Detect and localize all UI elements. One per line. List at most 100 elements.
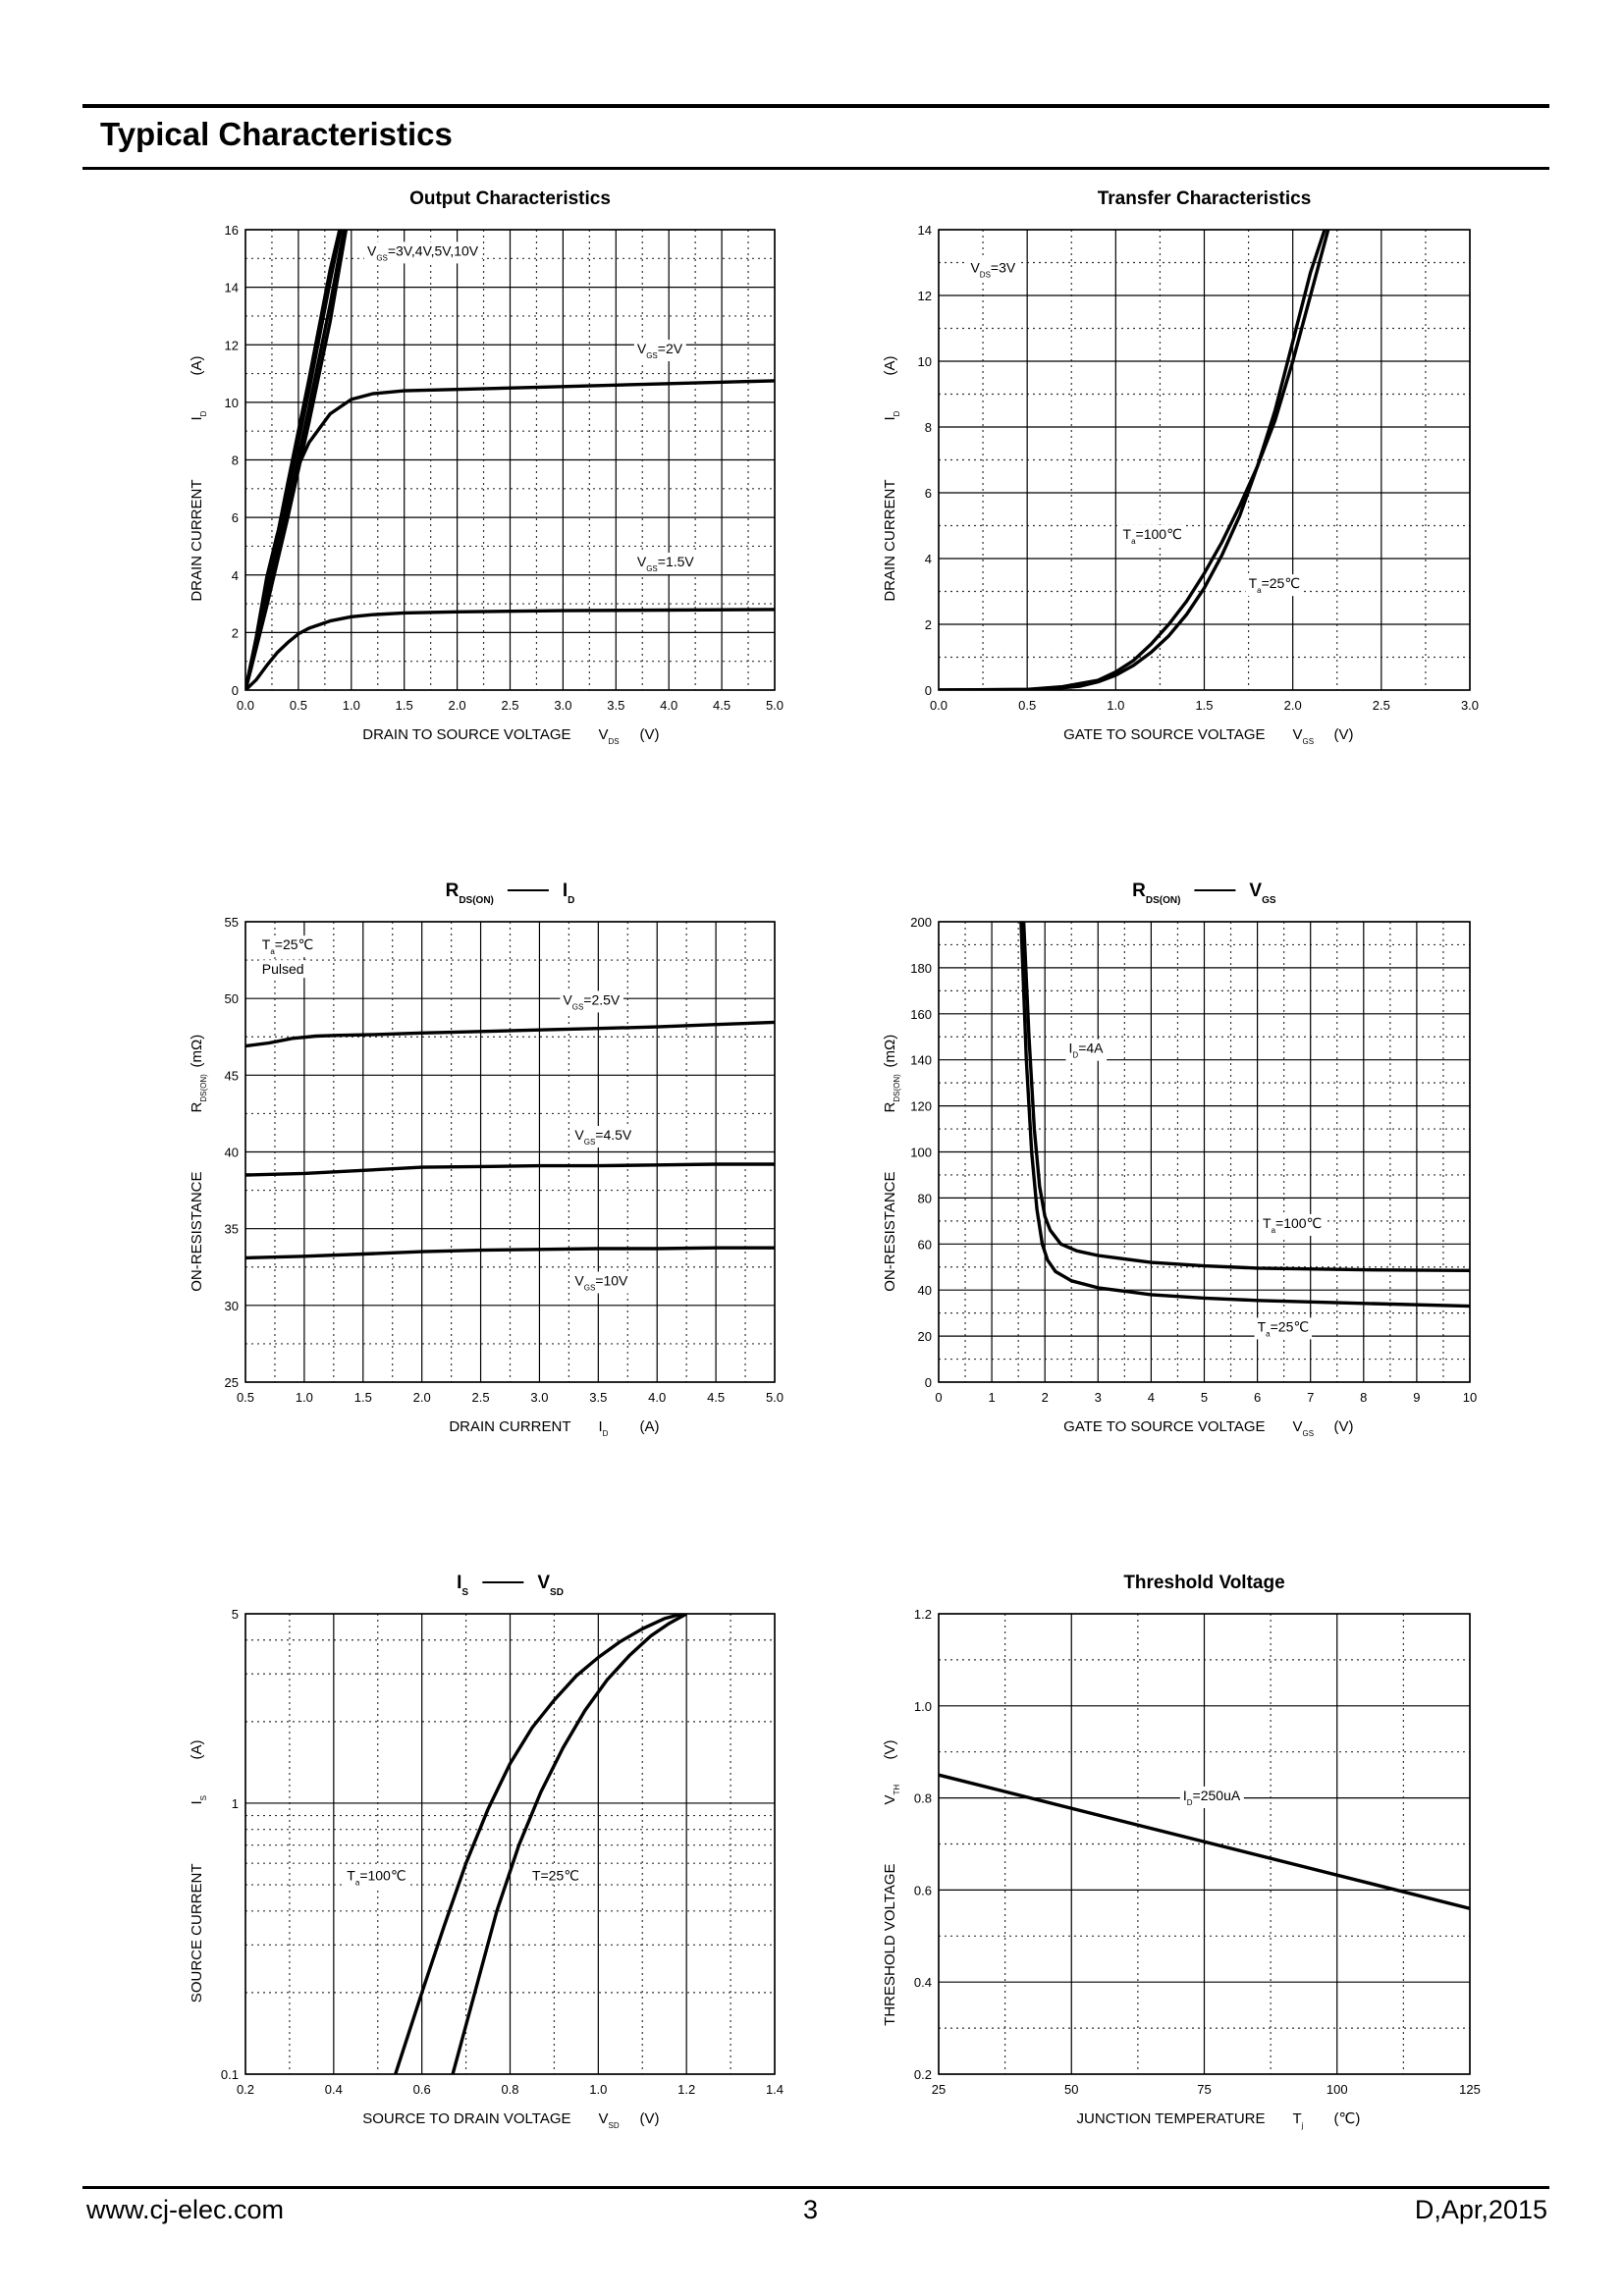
y-axis-title: THRESHOLD VOLTAGE xyxy=(882,1864,898,2026)
x-tick-label: 8 xyxy=(1360,1390,1367,1405)
x-tick-label: 4.5 xyxy=(713,698,731,713)
x-axis-title: GATE TO SOURCE VOLTAGE xyxy=(1063,1418,1265,1435)
y-tick-label: 40 xyxy=(918,1283,932,1298)
label-backdrop xyxy=(1260,1213,1326,1236)
y-axis-symbol: ID xyxy=(189,410,208,420)
chart-title: Transfer Characteristics xyxy=(1098,188,1312,209)
x-tick-label: 0.5 xyxy=(237,1390,254,1405)
curve-label-4: VGS=10V xyxy=(574,1273,628,1293)
x-tick-label: 75 xyxy=(1197,2082,1211,2097)
header-top-rule xyxy=(82,104,1549,108)
series-line-1 xyxy=(939,230,1326,690)
label-backdrop xyxy=(1119,524,1185,547)
x-tick-label: 3.5 xyxy=(607,698,624,713)
y-tick-label: 180 xyxy=(910,961,932,976)
y-tick-label: 12 xyxy=(918,289,932,303)
series-line-2 xyxy=(245,1246,775,1260)
y-tick-label: 80 xyxy=(918,1191,932,1205)
y-tick-label: 4 xyxy=(232,568,239,583)
x-tick-label: 1.0 xyxy=(589,2082,607,2097)
x-tick-label: 1.5 xyxy=(396,698,413,713)
x-axis-symbol: ID xyxy=(599,1418,609,1438)
x-tick-label: 7 xyxy=(1307,1390,1314,1405)
x-tick-label: 1.0 xyxy=(1107,698,1124,713)
x-tick-label: 1.0 xyxy=(343,698,360,713)
x-axis-unit: (V) xyxy=(640,726,660,743)
x-tick-label: 1 xyxy=(988,1390,995,1405)
x-tick-label: 125 xyxy=(1459,2082,1481,2097)
x-axis-symbol: VGS xyxy=(1293,1418,1315,1438)
footer-url[interactable]: www.cj-elec.com xyxy=(86,2195,285,2224)
y-tick-label: 16 xyxy=(225,223,239,238)
y-tick-label: 10 xyxy=(918,354,932,369)
y-tick-label: 5 xyxy=(232,1607,239,1622)
footer-page-number: 3 xyxy=(803,2195,819,2224)
y-tick-label: 8 xyxy=(925,420,932,435)
y-tick-label: 0.1 xyxy=(221,2067,239,2082)
plot-frame xyxy=(244,921,776,1383)
plot-frame xyxy=(938,229,1471,691)
x-tick-label: 1.2 xyxy=(677,2082,695,2097)
x-tick-label: 4 xyxy=(1148,1390,1155,1405)
y-tick-label: 60 xyxy=(918,1237,932,1252)
y-axis-unit: (A) xyxy=(189,1740,205,1760)
x-tick-label: 6 xyxy=(1254,1390,1261,1405)
curve-label-1: VGS=2V xyxy=(637,341,683,360)
curve-label-2: VGS=2.5V xyxy=(563,991,621,1011)
y-tick-label: 120 xyxy=(910,1099,932,1114)
label-backdrop xyxy=(560,990,623,1013)
y-tick-label: 6 xyxy=(925,486,932,501)
x-tick-label: 2.0 xyxy=(413,1390,431,1405)
chart-title: RDS(ON) VGS xyxy=(1132,881,1276,906)
chart-rds-vgs: 0 1 2 3 4 5 6 7 8 9 10020406080100120140160180200I… xyxy=(882,881,1477,1438)
label-backdrop xyxy=(344,1866,409,1889)
x-tick-label: 1.4 xyxy=(766,2082,784,2097)
y-axis-symbol: VTH xyxy=(882,1785,901,1805)
label-backdrop xyxy=(571,1125,635,1148)
series-line-0 xyxy=(245,1020,775,1048)
y-tick-label: 30 xyxy=(225,1299,239,1313)
x-axis-title: DRAIN CURRENT xyxy=(449,1418,570,1435)
y-tick-label: 0.6 xyxy=(914,1883,932,1897)
curve-label-0: Ta=100℃ xyxy=(347,1867,406,1887)
x-tick-label: 1.5 xyxy=(1195,698,1213,713)
x-tick-label: 2.0 xyxy=(449,698,466,713)
footer-rule xyxy=(82,2186,1549,2189)
y-tick-label: 140 xyxy=(910,1053,932,1068)
x-tick-label: 9 xyxy=(1413,1390,1420,1405)
x-tick-label: 0.4 xyxy=(325,2082,343,2097)
x-tick-label: 25 xyxy=(932,2082,946,2097)
x-axis-unit: (V) xyxy=(1334,726,1354,743)
title-quantity-a: IS xyxy=(457,1573,468,1598)
label-backdrop xyxy=(1254,1317,1313,1340)
curve-label-0: VGS=3V,4V,5V,10V xyxy=(367,242,479,262)
chart-transfer: 0.0 0.5 1.0 1.5 2.0 2.5 3.0 0 2 4 6 8 10 12 14 VDS=3V Ta… xyxy=(882,188,1479,746)
header-bottom-rule xyxy=(82,167,1549,170)
chart-rds-id: 0.5 1.0 1.5 2.0 2.5 3.0 3.5 4.0 4.5 5.0 25 30 35 40 45… xyxy=(189,881,784,1438)
x-tick-label: 2 xyxy=(1042,1390,1049,1405)
series-line-0 xyxy=(394,1614,683,2074)
title-quantity-b: VGS xyxy=(1249,881,1275,906)
x-axis-symbol: Tj xyxy=(1293,2110,1304,2130)
x-tick-label: 0.8 xyxy=(501,2082,518,2097)
y-tick-label: 0.2 xyxy=(914,2067,932,2082)
series-line-5 xyxy=(245,608,775,690)
chart-title: Threshold Voltage xyxy=(1123,1573,1284,1593)
y-tick-label: 50 xyxy=(225,991,239,1006)
y-axis-symbol: RDS(ON) xyxy=(882,1074,901,1113)
chart-output: 0.0 0.5 1.0 1.5 2.0 2.5 3.0 3.5 4.0 4.5 5.0 0 2 4 6 8 10… xyxy=(189,188,784,746)
curve-label-1: T=25℃ xyxy=(532,1867,579,1883)
y-tick-label: 2 xyxy=(925,617,932,632)
x-tick-label: 50 xyxy=(1064,2082,1078,2097)
x-tick-label: 0.5 xyxy=(1018,698,1036,713)
y-tick-label: 2 xyxy=(232,625,239,640)
plot-frame xyxy=(244,1613,776,2075)
y-axis-title: SOURCE CURRENT xyxy=(189,1864,205,2003)
plot-frame xyxy=(938,921,1471,1383)
curve-label-1: Ta=100℃ xyxy=(1263,1215,1322,1235)
curve-label-0: Ta=25℃ xyxy=(262,936,314,956)
curve-label-2: Ta=25℃ xyxy=(1249,575,1301,595)
x-tick-label: 3.0 xyxy=(530,1390,548,1405)
label-backdrop xyxy=(571,1271,632,1294)
chart-title: IS VSD xyxy=(457,1573,564,1598)
